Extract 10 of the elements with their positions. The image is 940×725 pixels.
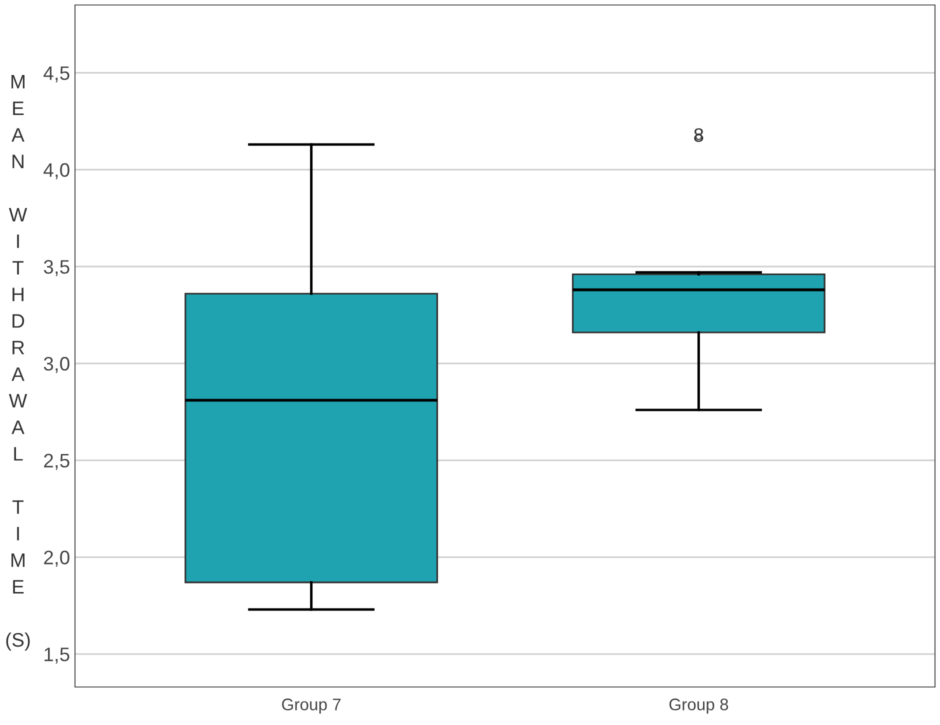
y-tick-label: 3,5 — [44, 260, 70, 276]
y-tick-label: 4,0 — [44, 163, 70, 180]
x-tick-label: Group 7 — [282, 698, 341, 714]
y-tick-label: 3,0 — [44, 356, 70, 373]
y-tick-label: 2,0 — [44, 550, 70, 567]
y-tick-label: 2,5 — [44, 454, 70, 470]
text: MEAN WITHDRAWAL TIME (S) — [6, 75, 30, 651]
x-tick-label: Group 8 — [669, 698, 728, 714]
y-tick-label: 4,5 — [44, 66, 70, 82]
y-tick-label: 1,5 — [44, 648, 70, 664]
